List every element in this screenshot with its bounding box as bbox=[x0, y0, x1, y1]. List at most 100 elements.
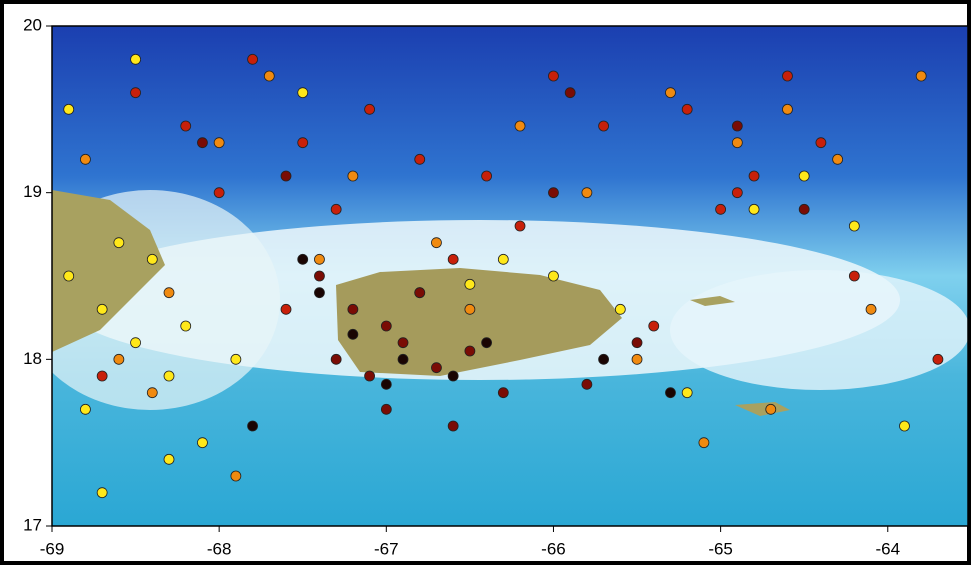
earthquake-point bbox=[816, 138, 826, 148]
earthquake-point bbox=[482, 338, 492, 348]
shelf bbox=[670, 270, 970, 390]
earthquake-point bbox=[314, 271, 324, 281]
earthquake-point bbox=[548, 271, 558, 281]
earthquake-point bbox=[699, 438, 709, 448]
x-tick-label: -64 bbox=[875, 539, 900, 558]
earthquake-point bbox=[231, 354, 241, 364]
earthquake-point bbox=[97, 488, 107, 498]
earthquake-point bbox=[933, 354, 943, 364]
earthquake-point bbox=[782, 104, 792, 114]
earthquake-point bbox=[281, 304, 291, 314]
earthquake-point bbox=[448, 371, 458, 381]
earthquake-point bbox=[381, 404, 391, 414]
earthquake-point bbox=[398, 354, 408, 364]
x-tick-label: -68 bbox=[207, 539, 232, 558]
earthquake-point bbox=[114, 238, 124, 248]
earthquake-point bbox=[164, 371, 174, 381]
earthquake-point bbox=[181, 321, 191, 331]
map-figure: -69-68-67-66-65-6417181920 bbox=[0, 0, 971, 565]
earthquake-point bbox=[799, 171, 809, 181]
earthquake-point bbox=[649, 321, 659, 331]
earthquake-point bbox=[749, 204, 759, 214]
earthquake-point bbox=[231, 471, 241, 481]
earthquake-point bbox=[465, 304, 475, 314]
earthquake-point bbox=[314, 288, 324, 298]
earthquake-point bbox=[248, 421, 258, 431]
x-tick-label: -69 bbox=[40, 539, 65, 558]
earthquake-point bbox=[147, 388, 157, 398]
earthquake-point bbox=[415, 288, 425, 298]
earthquake-point bbox=[97, 304, 107, 314]
earthquake-point bbox=[899, 421, 909, 431]
earthquake-point bbox=[164, 454, 174, 464]
earthquake-point bbox=[331, 354, 341, 364]
earthquake-point bbox=[314, 254, 324, 264]
earthquake-point bbox=[64, 104, 74, 114]
earthquake-point bbox=[248, 54, 258, 64]
earthquake-point bbox=[916, 71, 926, 81]
earthquake-point bbox=[665, 88, 675, 98]
earthquake-point bbox=[298, 254, 308, 264]
earthquake-point bbox=[281, 171, 291, 181]
earthquake-point bbox=[833, 154, 843, 164]
earthquake-point bbox=[682, 104, 692, 114]
earthquake-point bbox=[799, 204, 809, 214]
earthquake-point bbox=[197, 138, 207, 148]
earthquake-point bbox=[381, 321, 391, 331]
x-tick-label: -67 bbox=[374, 539, 399, 558]
earthquake-point bbox=[365, 104, 375, 114]
earthquake-point bbox=[665, 388, 675, 398]
earthquake-point bbox=[749, 171, 759, 181]
earthquake-point bbox=[615, 304, 625, 314]
earthquake-point bbox=[131, 338, 141, 348]
earthquake-point bbox=[298, 88, 308, 98]
earthquake-point bbox=[147, 254, 157, 264]
earthquake-point bbox=[582, 379, 592, 389]
earthquake-point bbox=[114, 354, 124, 364]
earthquake-point bbox=[599, 354, 609, 364]
earthquake-point bbox=[582, 188, 592, 198]
earthquake-point bbox=[732, 138, 742, 148]
earthquake-point bbox=[849, 221, 859, 231]
earthquake-point bbox=[80, 404, 90, 414]
earthquake-point bbox=[599, 121, 609, 131]
x-tick-label: -65 bbox=[708, 539, 733, 558]
earthquake-point bbox=[448, 254, 458, 264]
earthquake-point bbox=[331, 204, 341, 214]
earthquake-point bbox=[515, 121, 525, 131]
earthquake-point bbox=[632, 338, 642, 348]
earthquake-point bbox=[716, 204, 726, 214]
y-tick-label: 18 bbox=[23, 349, 42, 368]
earthquake-point bbox=[548, 188, 558, 198]
basemap bbox=[20, 26, 970, 526]
y-tick-label: 20 bbox=[23, 15, 42, 34]
earthquake-point bbox=[732, 188, 742, 198]
earthquake-point bbox=[632, 354, 642, 364]
earthquake-point bbox=[498, 388, 508, 398]
earthquake-point bbox=[97, 371, 107, 381]
earthquake-point bbox=[264, 71, 274, 81]
earthquake-point bbox=[849, 271, 859, 281]
earthquake-point bbox=[866, 304, 876, 314]
earthquake-point bbox=[64, 271, 74, 281]
earthquake-point bbox=[348, 329, 358, 339]
earthquake-point bbox=[131, 54, 141, 64]
earthquake-point bbox=[448, 421, 458, 431]
earthquake-point bbox=[498, 254, 508, 264]
earthquake-point bbox=[482, 171, 492, 181]
earthquake-point bbox=[214, 138, 224, 148]
earthquake-point bbox=[298, 138, 308, 148]
y-tick-label: 17 bbox=[23, 515, 42, 534]
earthquake-point bbox=[181, 121, 191, 131]
earthquake-point bbox=[682, 388, 692, 398]
earthquake-point bbox=[348, 171, 358, 181]
earthquake-point bbox=[465, 346, 475, 356]
earthquake-point bbox=[197, 438, 207, 448]
earthquake-point bbox=[214, 188, 224, 198]
earthquake-point bbox=[415, 154, 425, 164]
earthquake-point bbox=[515, 221, 525, 231]
earthquake-point bbox=[766, 404, 776, 414]
earthquake-point bbox=[164, 288, 174, 298]
y-tick-label: 19 bbox=[23, 182, 42, 201]
earthquake-point bbox=[732, 121, 742, 131]
